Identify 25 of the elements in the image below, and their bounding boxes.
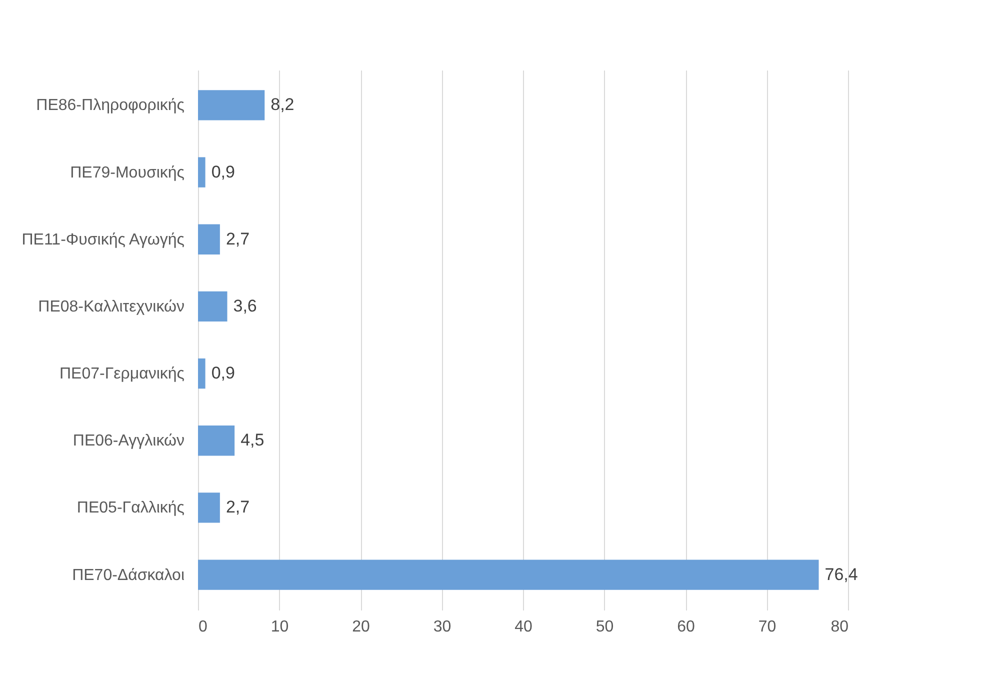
y-tick-label: ΠΕ05-Γαλλικής [76, 500, 185, 517]
y-tick-label: ΠΕ79-Μουσικής [70, 164, 185, 182]
y-tick-label: ΠΕ08-Καλλιτεχνικών [38, 298, 184, 316]
x-tick-label: 80 [830, 618, 849, 636]
y-tick-label: ΠΕ86-Πληροφορικής [36, 97, 185, 114]
x-tick-label: 70 [758, 618, 776, 636]
x-tick-label: 20 [352, 618, 370, 636]
x-tick-label: 30 [433, 618, 452, 636]
data-label: 0,9 [211, 364, 235, 383]
data-label: 0,9 [211, 162, 235, 182]
data-label: 3,6 [233, 296, 257, 316]
y-tick-label: ΠΕ11-Φυσικής Αγωγής [22, 231, 185, 248]
data-label: 2,7 [226, 498, 250, 517]
x-tick-label: 0 [198, 618, 208, 636]
y-tick-label: ΠΕ07-Γερμανικής [59, 366, 185, 383]
x-tick-label: 50 [596, 618, 614, 636]
data-label: 4,5 [240, 430, 264, 450]
data-label: 2,7 [226, 229, 250, 248]
data-label: 8,2 [270, 95, 294, 114]
x-tick-label: 10 [270, 618, 289, 636]
x-tick-label: 40 [514, 618, 532, 636]
x-tick-label: 60 [677, 618, 695, 636]
y-tick-label: ΠΕ70-Δάσκαλοι [72, 566, 185, 584]
y-tick-label: ΠΕ06-Αγγλικών [72, 432, 184, 450]
data-label: 76,4 [824, 564, 858, 584]
